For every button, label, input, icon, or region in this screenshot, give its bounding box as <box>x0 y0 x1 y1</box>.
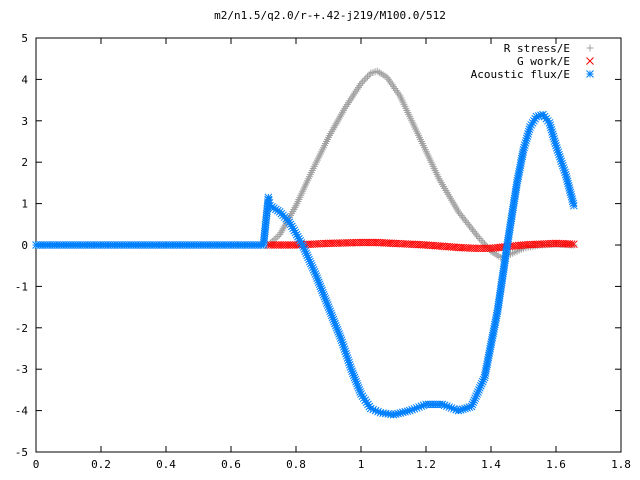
legend-marker <box>586 44 594 52</box>
y-tick-label: -3 <box>15 363 28 376</box>
data-point <box>362 74 370 82</box>
data-point <box>359 78 367 86</box>
data-point <box>476 235 484 243</box>
data-point <box>474 233 482 241</box>
data-point <box>364 73 371 81</box>
legend-marker <box>586 57 594 65</box>
y-tick-label: -4 <box>15 405 29 418</box>
legend-label: G work/E <box>517 55 570 68</box>
data-point <box>456 210 464 218</box>
data-marks <box>32 67 578 419</box>
data-point <box>479 238 487 246</box>
data-point <box>461 217 469 225</box>
data-point <box>274 232 282 240</box>
y-tick-label: 4 <box>21 73 28 86</box>
x-tick-label: 0.2 <box>91 458 111 471</box>
data-point <box>464 220 472 228</box>
x-tick-label: 0 <box>33 458 40 471</box>
x-tick-label: 1.8 <box>611 458 631 471</box>
data-point <box>567 240 576 248</box>
y-tick-label: 5 <box>21 32 28 45</box>
y-tick-label: -5 <box>15 446 28 459</box>
x-tick-label: 1.2 <box>416 458 436 471</box>
y-tick-label: 0 <box>21 239 28 252</box>
data-point <box>365 71 373 79</box>
series-plus-marks <box>264 67 578 261</box>
y-tick-label: 1 <box>21 198 28 211</box>
y-tick-label: -2 <box>15 322 28 335</box>
y-tick-label: -1 <box>15 280 28 293</box>
x-tick-label: 0.6 <box>221 458 241 471</box>
data-point <box>477 236 485 244</box>
legend-label: R stress/E <box>504 42 570 55</box>
data-point <box>357 80 365 88</box>
data-point <box>457 211 465 219</box>
legend-label: Acoustic flux/E <box>471 68 570 81</box>
data-point <box>460 215 468 223</box>
series-x-marks <box>264 238 578 253</box>
x-tick-label: 1.6 <box>546 458 566 471</box>
data-point <box>272 234 280 242</box>
axes: 0 0.2 0.4 0.6 0.8 1 1.2 1.4 1.6 1.8 5 4 3 2 1 0 -1 -2 -3 -4… <box>15 32 631 471</box>
legend-marker <box>586 70 594 78</box>
data-point <box>570 241 578 249</box>
chart-title: m2/n1.5/q2.0/r-+.42-j219/M100.0/512 <box>214 9 446 22</box>
y-tick-label: 2 <box>21 156 28 169</box>
data-point <box>459 213 467 221</box>
data-point <box>570 201 578 210</box>
data-point <box>455 208 462 216</box>
x-tick-label: 0.8 <box>286 458 306 471</box>
data-point <box>471 229 479 237</box>
data-point <box>360 76 368 84</box>
data-point <box>473 231 481 239</box>
data-point <box>468 226 476 234</box>
data-point <box>570 240 578 249</box>
data-point <box>470 227 478 235</box>
y-tick-label: 3 <box>21 115 28 128</box>
data-point <box>463 219 471 227</box>
x-tick-label: 1 <box>358 458 365 471</box>
x-tick-label: 0.4 <box>156 458 176 471</box>
data-point <box>467 224 475 232</box>
x-tick-label: 1.4 <box>481 458 501 471</box>
data-point <box>466 222 474 230</box>
series-star-marks <box>32 110 578 419</box>
